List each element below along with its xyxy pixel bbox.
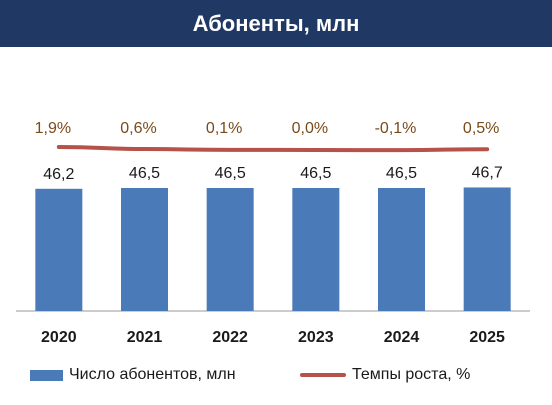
legend-item-subscribers: Число абонентов, млн: [30, 366, 236, 384]
bar-2021: [121, 188, 168, 311]
bar-2025: [463, 187, 511, 311]
bar-line-chart: 46,2 2020 1,9% 46,5 2021 0,6% 46,5 2022 0,1% 46,5…: [16, 120, 530, 346]
growth-label-2023: 0,0%: [292, 120, 328, 137]
bar-value-label-2022: 46,5: [215, 165, 246, 182]
growth-label-2024: -0,1%: [375, 120, 417, 137]
x-tick-label-2024: 2024: [384, 329, 420, 346]
legend-item-growth: Темпы роста, %: [300, 366, 470, 384]
bar-value-label-2025: 46,7: [472, 164, 503, 181]
bar-value-label-2024: 46,5: [386, 165, 417, 182]
growth-label-2022: 0,1%: [206, 120, 242, 137]
bar-2020: [35, 188, 83, 311]
bar-2024: [378, 188, 425, 311]
x-tick-label-2025: 2025: [469, 329, 505, 346]
growth-label-2025: 0,5%: [463, 120, 499, 137]
x-tick-label-2020: 2020: [41, 329, 77, 346]
growth-label-2020: 1,9%: [35, 120, 71, 137]
legend: Число абонентов, млн Темпы роста, %: [0, 358, 552, 398]
legend-swatch-bar: [30, 369, 63, 381]
growth-line: [56, 144, 490, 153]
x-tick-label-2021: 2021: [127, 329, 163, 346]
bar-2023: [292, 188, 340, 311]
x-tick-label-2022: 2022: [212, 329, 248, 346]
legend-swatch-line: [300, 373, 346, 377]
x-tick-label-2023: 2023: [298, 329, 334, 346]
growth-label-2021: 0,6%: [120, 120, 156, 137]
legend-label-growth: Темпы роста, %: [352, 366, 471, 383]
chart-title: Абоненты, млн: [192, 10, 360, 36]
bar-value-label-2020: 46,2: [43, 166, 74, 183]
bar-2022: [206, 188, 254, 311]
legend-label-subscribers: Число абонентов, млн: [69, 366, 236, 383]
chart-header: Абоненты, млн: [0, 0, 552, 47]
bar-value-label-2021: 46,5: [129, 165, 160, 182]
bar-value-label-2023: 46,5: [300, 165, 331, 182]
